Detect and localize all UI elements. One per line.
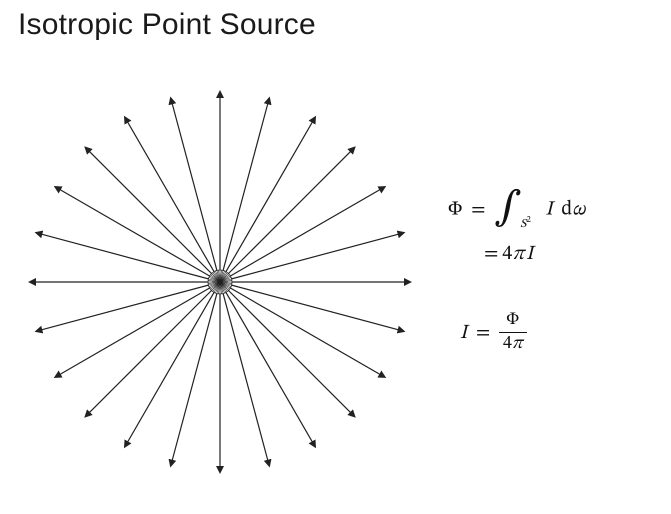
equation-intensity: I = Φ 4π xyxy=(460,311,658,355)
ray xyxy=(86,148,212,274)
fraction-numerator: Φ xyxy=(499,310,527,333)
integral-sign: ∫ xyxy=(494,188,521,228)
ray xyxy=(228,290,354,416)
symbol-intensity-3: I xyxy=(460,323,467,343)
equations-block: Φ = ∫ S2 I dω =4πI I = Φ 4π xyxy=(448,190,658,355)
equals-sign-2: = xyxy=(480,244,502,264)
equation-flux-result: =4πI xyxy=(480,242,658,267)
den-pi: π xyxy=(512,335,523,353)
ray xyxy=(86,290,212,416)
equals-sign-3: = xyxy=(472,323,494,343)
constant-4: 4 xyxy=(502,244,512,264)
ray xyxy=(171,98,217,270)
ray xyxy=(55,187,209,276)
integral-domain-sq: 2 xyxy=(526,216,530,225)
center-hub xyxy=(208,270,232,294)
fraction-denominator: 4π xyxy=(499,333,527,355)
ray xyxy=(232,285,404,331)
den-4: 4 xyxy=(503,335,512,353)
symbol-omega: ω xyxy=(572,200,585,220)
ray xyxy=(223,98,269,270)
ray xyxy=(228,148,354,274)
isotropic-rays-diagram xyxy=(10,60,430,500)
ray xyxy=(230,187,384,276)
symbol-pi: π xyxy=(512,244,524,264)
symbol-phi: Φ xyxy=(448,200,462,220)
page-title: Isotropic Point Source xyxy=(18,8,316,42)
differential-d: d xyxy=(561,200,572,220)
ray xyxy=(36,233,208,279)
ray xyxy=(226,117,315,271)
ray xyxy=(226,292,315,446)
ray xyxy=(171,294,217,466)
ray xyxy=(230,288,384,377)
ray xyxy=(55,288,209,377)
symbol-intensity-2: I xyxy=(526,244,533,264)
ray xyxy=(125,292,214,446)
ray xyxy=(232,233,404,279)
ray xyxy=(223,294,269,466)
ray xyxy=(36,285,208,331)
ray xyxy=(125,117,214,271)
symbol-intensity: I xyxy=(546,200,553,220)
equals-sign: = xyxy=(467,200,489,220)
fraction: Φ 4π xyxy=(499,310,527,354)
equation-flux-integral: Φ = ∫ S2 I dω xyxy=(448,190,658,236)
